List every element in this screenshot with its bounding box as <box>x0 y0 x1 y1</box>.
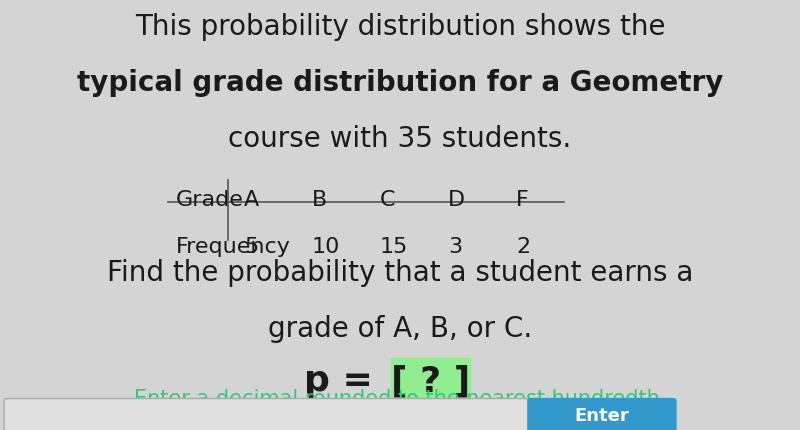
Text: grade of A, B, or C.: grade of A, B, or C. <box>268 314 532 342</box>
Text: B: B <box>312 189 327 209</box>
Text: Find the probability that a student earns a: Find the probability that a student earn… <box>107 258 693 286</box>
FancyBboxPatch shape <box>4 399 528 430</box>
Text: This probability distribution shows the: This probability distribution shows the <box>134 13 666 41</box>
Text: D: D <box>448 189 465 209</box>
Text: Enter: Enter <box>574 406 629 424</box>
FancyBboxPatch shape <box>391 358 470 405</box>
Text: typical grade distribution for a Geometry: typical grade distribution for a Geometr… <box>77 69 723 97</box>
Text: F: F <box>516 189 529 209</box>
FancyBboxPatch shape <box>528 399 676 430</box>
Text: 2: 2 <box>516 237 530 256</box>
Text: 5: 5 <box>244 237 258 256</box>
Text: 10: 10 <box>312 237 340 256</box>
Text: A: A <box>244 189 259 209</box>
Text: [ ? ]: [ ? ] <box>390 363 470 397</box>
Text: p =: p = <box>304 363 386 397</box>
Text: course with 35 students.: course with 35 students. <box>228 125 572 153</box>
Text: Grade: Grade <box>176 189 244 209</box>
Text: Frequency: Frequency <box>176 237 291 256</box>
Text: 15: 15 <box>380 237 408 256</box>
Text: 3: 3 <box>448 237 462 256</box>
Text: Enter a decimal rounded to the nearest hundredth.: Enter a decimal rounded to the nearest h… <box>134 389 666 408</box>
Text: C: C <box>380 189 395 209</box>
